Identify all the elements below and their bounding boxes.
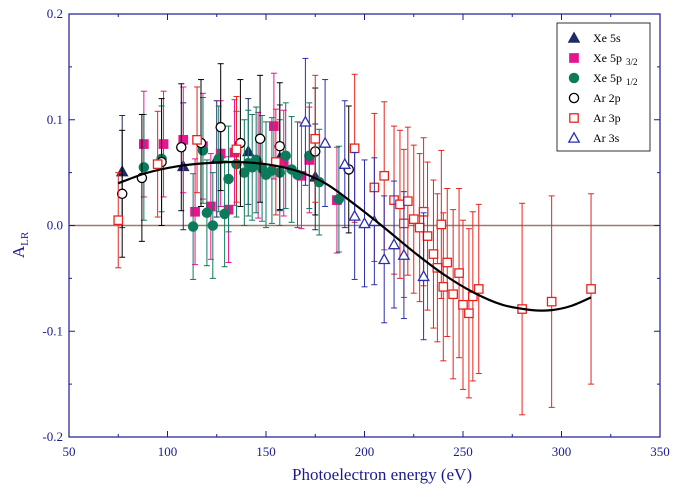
data-point: [358, 216, 371, 229]
legend-label: Ar 2p: [593, 91, 621, 105]
data-point: [379, 170, 390, 181]
legend-marker: [567, 31, 581, 43]
data-point: [158, 139, 169, 149]
data-layer: [113, 57, 596, 416]
data-point: [414, 222, 425, 233]
data-point: [310, 133, 321, 144]
x-tick-label: 300: [552, 444, 572, 459]
legend-label: Xe 5p 1/2: [593, 71, 638, 87]
data-point: [333, 193, 345, 205]
x-tick-label: 100: [158, 444, 178, 459]
series-xe-5p-1-2: [138, 97, 345, 280]
legend-label: Ar 3s: [593, 131, 620, 145]
data-point: [428, 249, 439, 259]
data-point: [464, 308, 474, 319]
svg-text:ALR: ALR: [9, 231, 31, 258]
legend-marker: [568, 92, 580, 104]
legend-box: [556, 22, 651, 152]
y-tick-label: -0.2: [42, 429, 63, 444]
data-point: [192, 134, 202, 145]
data-point: [207, 220, 219, 231]
data-point: [187, 221, 199, 232]
legend: Xe 5s Xe 5p 3/2 Xe 5p 1/2 Ar 2p Ar 3p Ar 3s: [556, 22, 651, 152]
data-point: [280, 150, 291, 161]
data-point: [377, 252, 391, 265]
data-point: [408, 214, 419, 225]
data-point: [458, 299, 468, 310]
y-axis-title-sub: LR: [19, 231, 31, 246]
data-point: [546, 296, 557, 307]
legend-marker: [567, 131, 581, 143]
series-ar-3p: [113, 73, 596, 416]
data-point: [395, 199, 405, 210]
data-point: [422, 231, 433, 241]
data-point: [219, 208, 230, 220]
data-point: [176, 141, 187, 153]
data-point: [299, 115, 312, 127]
data-point: [586, 284, 596, 294]
data-point: [338, 157, 352, 169]
data-point: [138, 162, 150, 173]
data-point: [402, 196, 413, 207]
data-point: [417, 269, 430, 282]
legend-marker: [568, 72, 580, 84]
x-tick-label: 250: [453, 444, 473, 459]
x-tick-label: 150: [256, 444, 276, 459]
legend-label: Xe 5s: [593, 31, 621, 45]
data-point: [448, 289, 459, 300]
data-point: [442, 257, 453, 268]
x-axis-title: Photoelectron energy (eV): [292, 465, 472, 484]
fit-curve-layer: [117, 160, 592, 312]
data-point: [318, 136, 332, 148]
y-tick-label: 0.1: [47, 112, 63, 127]
data-point: [387, 237, 401, 250]
data-point: [113, 215, 124, 226]
data-point: [274, 140, 286, 152]
y-tick-label: -0.1: [42, 323, 63, 338]
data-point: [239, 167, 250, 178]
legend-marker: [569, 53, 579, 63]
tick-labels: 50 100 150 200 250 300 350 -0.2 -0.1 0.0 0.1 0.2: [42, 6, 669, 459]
y-tick-label: 0.0: [47, 218, 63, 233]
data-point: [473, 284, 484, 294]
data-point: [152, 159, 163, 170]
data-point: [438, 281, 449, 292]
data-point: [436, 219, 447, 230]
x-tick-label: 350: [650, 444, 670, 459]
data-point: [349, 143, 360, 154]
y-axis-title-main: A: [9, 245, 28, 258]
data-point: [397, 248, 411, 260]
legend-label: Ar 3p: [593, 111, 621, 125]
y-tick-label: 0.2: [47, 6, 63, 21]
data-point: [223, 173, 234, 185]
data-point: [454, 268, 464, 278]
data-point: [215, 121, 226, 133]
legend-label: Xe 5p 3/2: [593, 51, 638, 67]
data-point: [116, 188, 128, 200]
data-point: [201, 207, 213, 219]
data-point: [269, 121, 279, 131]
x-tick-label: 50: [63, 444, 76, 459]
data-point: [231, 144, 242, 155]
legend-marker: [569, 113, 579, 123]
x-tick-label: 200: [355, 444, 375, 459]
data-point: [254, 133, 266, 145]
y-axis-title: ALR: [9, 231, 31, 258]
data-point: [348, 209, 361, 221]
fit-curve: [117, 160, 592, 312]
data-point: [190, 206, 200, 217]
series-ar-2p: [116, 63, 354, 258]
